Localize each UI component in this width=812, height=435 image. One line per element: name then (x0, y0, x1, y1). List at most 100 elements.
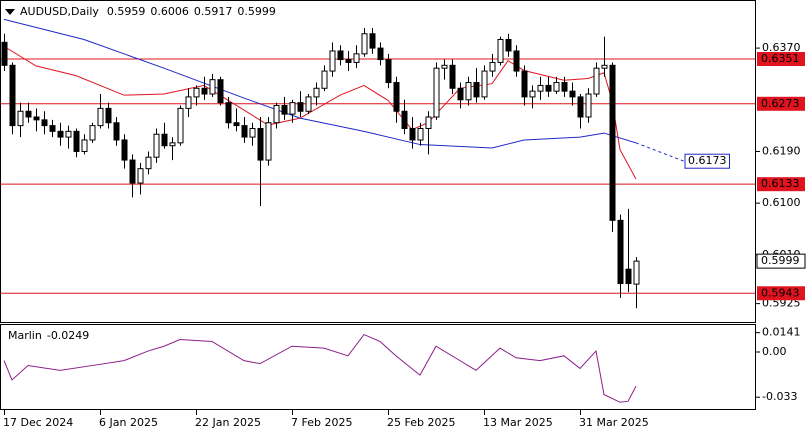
candle-body (257, 127, 264, 161)
candle-body (369, 33, 376, 49)
candle-body (321, 70, 328, 89)
candle-body (41, 119, 48, 127)
indicator-value: -0.0249 (47, 329, 89, 342)
y-tick-label: 0.6370 (762, 41, 801, 54)
ohlc-value: 0.5917 (194, 5, 233, 18)
candle-body (177, 107, 184, 144)
candle-body (9, 64, 16, 127)
candle-body (137, 168, 144, 184)
y-tick-label: -0.033 (762, 390, 797, 403)
level-label: 0.5943 (761, 286, 800, 299)
level-label-box (757, 286, 805, 301)
candle-body (553, 82, 560, 92)
candle-body (169, 142, 176, 147)
candle-body (345, 59, 352, 63)
candle-body (617, 219, 624, 285)
candle-body (113, 122, 120, 141)
candle-body (545, 84, 552, 92)
candle-body (473, 82, 480, 98)
candle-body (33, 116, 40, 121)
candle-body (249, 127, 256, 138)
candle-body (25, 110, 32, 118)
moving-average (3, 18, 637, 149)
chart-title: AUDUSD,Daily (20, 5, 99, 18)
projection-label-box (684, 153, 730, 169)
candle-body (185, 96, 192, 109)
candle-body (433, 67, 440, 118)
ohlc-value: 0.5959 (107, 5, 146, 18)
candle-body (537, 84, 544, 92)
candle-body (97, 107, 104, 127)
candle-body (313, 87, 320, 98)
candle-body (377, 47, 384, 61)
candle-body (425, 116, 432, 129)
level-label-box (757, 51, 805, 66)
candle-body (385, 59, 392, 84)
candle-body (145, 156, 152, 170)
candle-body (409, 127, 416, 141)
candle-body (329, 50, 336, 72)
candle-body (241, 125, 248, 138)
x-tick-label: 22 Jan 2025 (195, 416, 261, 429)
candle-body (577, 96, 584, 118)
candle-body (273, 105, 280, 124)
candle-body (593, 67, 600, 95)
level-label-box (757, 96, 805, 111)
candle-body (585, 93, 592, 118)
candle-body (625, 268, 632, 285)
level-label: 0.6133 (761, 177, 800, 190)
menu-triangle (5, 9, 15, 15)
candle-body (1, 41, 8, 66)
y-tick-label: 0.00 (762, 345, 787, 358)
candle-body (481, 70, 488, 98)
candle-body (457, 87, 464, 101)
x-tick-label: 25 Feb 2025 (387, 416, 455, 429)
x-tick-label: 7 Feb 2025 (291, 416, 352, 429)
candle-body (73, 130, 80, 152)
candle-body (17, 110, 24, 127)
candle-body (153, 133, 160, 158)
candle-body (465, 82, 472, 101)
candle-body (217, 79, 224, 104)
candle-body (105, 107, 112, 124)
x-tick-label: 6 Jan 2025 (99, 416, 158, 429)
candle-body (417, 127, 424, 141)
y-tick-label: 0.0141 (762, 326, 801, 339)
candle-body (161, 133, 168, 147)
x-tick-label: 31 Mar 2025 (579, 416, 649, 429)
moving-average (3, 45, 637, 180)
indicator-line (3, 333, 637, 403)
candle-body (513, 50, 520, 72)
candle-body (289, 102, 296, 115)
x-tick-label: 13 Mar 2025 (483, 416, 553, 429)
candle-body (209, 79, 216, 95)
candle-body (129, 159, 136, 184)
candle-body (489, 61, 496, 72)
candle-body (225, 102, 232, 124)
candle-body (233, 122, 240, 127)
indicator-title: Marlin (8, 329, 42, 342)
candle-body (601, 64, 608, 69)
candle-body (265, 122, 272, 161)
candle-body (569, 90, 576, 98)
candle-body (305, 96, 312, 112)
y-tick-label: 0.6100 (762, 196, 801, 209)
candle-body (81, 139, 88, 152)
ohlc-value: 0.5999 (237, 5, 276, 18)
candle-body (393, 82, 400, 112)
last-price-label: 0.5999 (761, 254, 800, 267)
candle-body (121, 139, 128, 161)
candle-body (497, 38, 504, 63)
candle-body (337, 50, 344, 61)
candle-body (281, 105, 288, 115)
level-label: 0.6273 (761, 97, 800, 110)
indicator-panel (0, 324, 756, 410)
candle-body (49, 125, 56, 132)
candle-body (561, 82, 568, 92)
candle-body (297, 102, 304, 112)
candle-body (401, 110, 408, 129)
ma-projection (635, 142, 685, 162)
candle-body (65, 130, 72, 138)
candle-body (521, 70, 528, 98)
